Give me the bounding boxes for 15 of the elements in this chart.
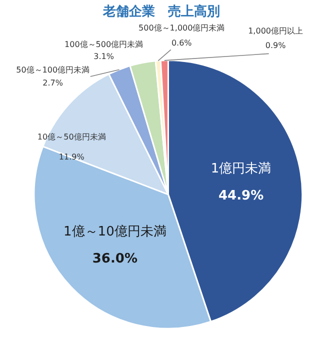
data-label: 3.1% — [94, 52, 114, 61]
data-label: 11.9% — [58, 152, 85, 162]
slice-label: 100億～500億円未満 — [64, 40, 144, 49]
chart-title: 老舗企業 売上高別 — [102, 4, 220, 20]
data-label: 2.7% — [42, 78, 64, 88]
data-label: 36.0% — [92, 251, 138, 266]
slice-label: 500億～1,000億円未満 — [138, 24, 225, 33]
slice-label: 1億～10億円未満 — [64, 224, 166, 240]
slice-label: 50億～100億円未満 — [16, 65, 90, 74]
data-label: 44.9% — [218, 188, 264, 204]
slice-label: 1,000億円以上 — [248, 26, 303, 36]
slice-label: 1億円未満 — [210, 162, 272, 177]
data-label: 0.6% — [171, 38, 192, 48]
data-label: 0.9% — [265, 41, 286, 50]
slice-label: 10億～50億円未満 — [37, 132, 106, 142]
